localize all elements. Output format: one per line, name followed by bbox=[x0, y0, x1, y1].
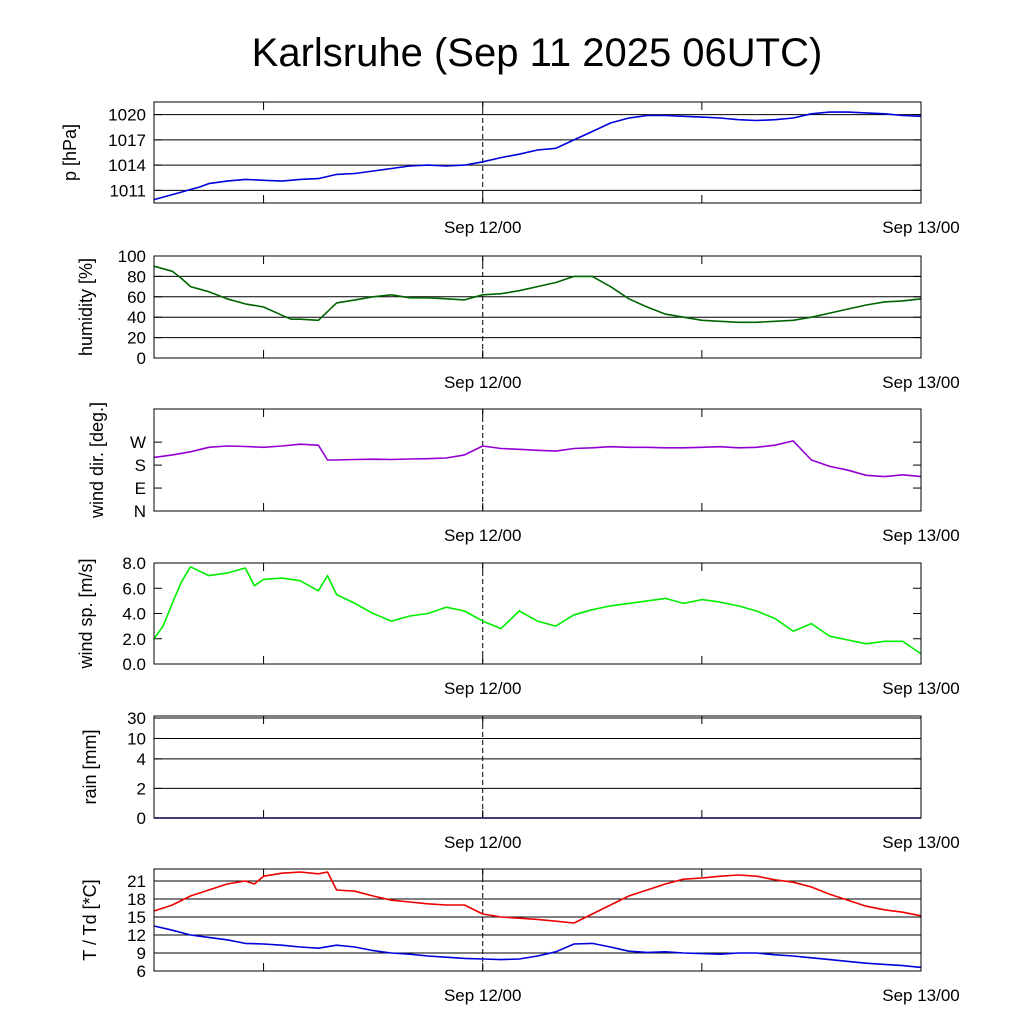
ytick-label-rain-0: 0 bbox=[137, 809, 146, 828]
xtick-label-wind_speed-1: Sep 13/00 bbox=[882, 679, 960, 698]
ytick-label-wind_speed-4: 8.0 bbox=[122, 554, 146, 573]
ylabel-pressure: p [hPa] bbox=[60, 124, 80, 181]
ytick-label-rain-2: 4 bbox=[137, 750, 146, 769]
ytick-label-pressure-1: 1014 bbox=[108, 156, 146, 175]
xtick-label-wind_dir-1: Sep 13/00 bbox=[882, 526, 960, 545]
xtick-label-pressure-1: Sep 13/00 bbox=[882, 218, 960, 237]
ytick-label-humidity-2: 40 bbox=[127, 308, 146, 327]
panel-frame-humidity bbox=[153, 255, 922, 359]
ytick-label-temperature-3: 15 bbox=[127, 908, 146, 927]
xtick-label-pressure-0: Sep 12/00 bbox=[444, 218, 522, 237]
ytick-label-wind_speed-1: 2.0 bbox=[122, 630, 146, 649]
ytick-label-wind_dir-1: E bbox=[135, 479, 146, 498]
ytick-label-pressure-3: 1020 bbox=[108, 106, 146, 125]
xtick-label-rain-1: Sep 13/00 bbox=[882, 833, 960, 852]
ytick-label-temperature-1: 9 bbox=[137, 944, 146, 963]
ytick-label-temperature-0: 6 bbox=[137, 962, 146, 981]
ytick-label-wind_dir-3: W bbox=[130, 433, 146, 452]
xtick-label-rain-0: Sep 12/00 bbox=[444, 833, 522, 852]
panel-frame-rain bbox=[153, 715, 922, 819]
panel-frame-pressure bbox=[153, 101, 922, 204]
series-line-temperature-1 bbox=[153, 925, 922, 969]
series-line-humidity-0 bbox=[153, 265, 922, 324]
ytick-label-pressure-2: 1017 bbox=[108, 131, 146, 150]
ylabel-temperature: T / Td [*C] bbox=[80, 879, 100, 960]
xtick-label-wind_dir-0: Sep 12/00 bbox=[444, 526, 522, 545]
ytick-label-temperature-2: 12 bbox=[127, 926, 146, 945]
ytick-label-rain-4: 30 bbox=[127, 709, 146, 728]
ytick-label-humidity-1: 20 bbox=[127, 329, 146, 348]
series-line-pressure-0 bbox=[153, 111, 922, 201]
ytick-label-humidity-5: 100 bbox=[118, 247, 146, 266]
ytick-label-wind_dir-2: S bbox=[135, 456, 146, 475]
ytick-label-rain-1: 2 bbox=[137, 779, 146, 798]
xtick-label-humidity-1: Sep 13/00 bbox=[882, 373, 960, 392]
series-line-wind_dir-0 bbox=[153, 440, 922, 478]
ytick-label-wind_speed-3: 6.0 bbox=[122, 579, 146, 598]
panel-pressure: 1011 1014 1017 1020 Sep 12/00 Sep 13/00 p [hPa… bbox=[60, 101, 960, 237]
ytick-label-humidity-4: 80 bbox=[127, 267, 146, 286]
xtick-label-temperature-1: Sep 13/00 bbox=[882, 986, 960, 1005]
xtick-label-temperature-0: Sep 12/00 bbox=[444, 986, 522, 1005]
ytick-label-temperature-5: 21 bbox=[127, 872, 146, 891]
xtick-label-humidity-0: Sep 12/00 bbox=[444, 373, 522, 392]
ytick-label-wind_speed-2: 4.0 bbox=[122, 605, 146, 624]
ytick-label-temperature-4: 18 bbox=[127, 890, 146, 909]
ytick-label-humidity-3: 60 bbox=[127, 288, 146, 307]
panel-wind_speed: 0.0 2.0 4.0 6.0 8.0 Sep 12/00 Sep 13/00 wind sp… bbox=[76, 554, 960, 698]
ytick-label-wind_dir-0: N bbox=[134, 502, 146, 521]
ytick-label-humidity-0: 0 bbox=[137, 349, 146, 368]
series-line-wind_speed-0 bbox=[153, 565, 922, 655]
ylabel-wind_dir: wind dir. [deg.] bbox=[87, 402, 107, 519]
ytick-label-rain-3: 10 bbox=[127, 729, 146, 748]
panel-frame-wind_dir bbox=[153, 408, 922, 512]
chart-title: Karlsruhe (Sep 11 2025 06UTC) bbox=[252, 31, 823, 75]
ylabel-humidity: humidity [%] bbox=[76, 258, 96, 356]
ylabel-wind_speed: wind sp. [m/s] bbox=[76, 558, 96, 669]
panel-frame-wind_speed bbox=[153, 562, 922, 665]
series-line-temperature-0 bbox=[153, 871, 922, 924]
ytick-label-pressure-0: 1011 bbox=[109, 181, 146, 200]
ytick-label-wind_speed-0: 0.0 bbox=[122, 655, 146, 674]
ylabel-rain: rain [mm] bbox=[80, 729, 100, 804]
xtick-label-wind_speed-0: Sep 12/00 bbox=[444, 679, 522, 698]
panel-frame-temperature bbox=[153, 868, 922, 972]
